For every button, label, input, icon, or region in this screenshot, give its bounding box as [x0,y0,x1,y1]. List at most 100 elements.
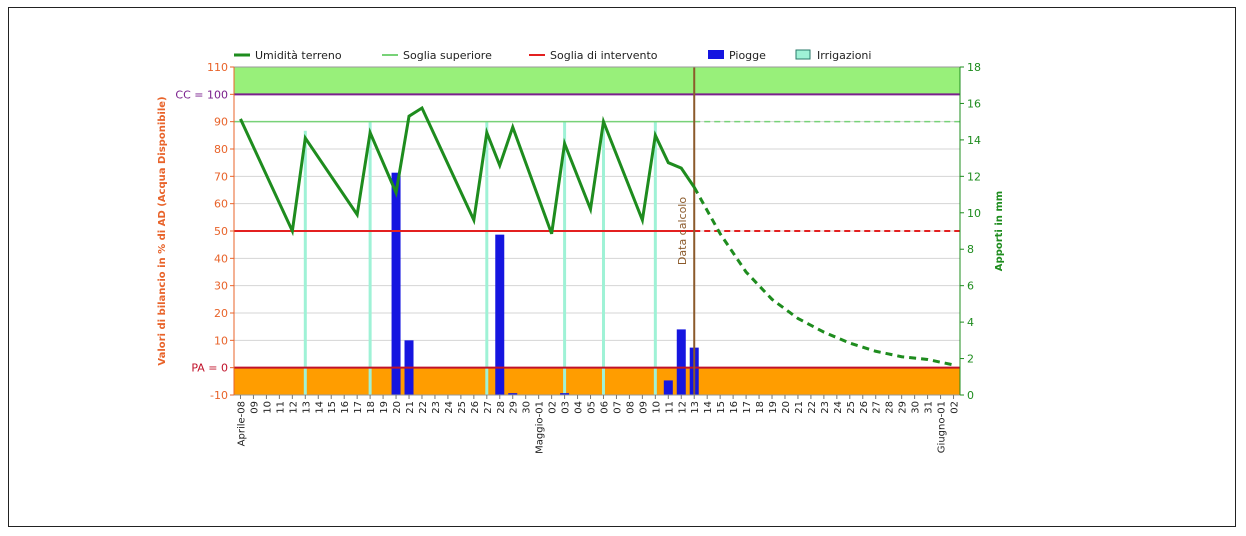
x-tick-label: 23 [431,401,442,414]
x-tick-label: 29 [509,401,520,414]
rain-bars-layer [392,173,699,395]
x-tick-label: 14 [703,401,714,414]
legend-label: Irrigazioni [817,49,871,62]
irrigation-bar [602,122,605,395]
x-tick-label: 17 [353,401,364,414]
right-tick-label: 10 [967,207,981,220]
left-tick-label: 60 [214,198,228,211]
rain-bar [392,173,401,395]
right-tick-label: 4 [967,316,974,329]
x-tick-label: 10 [651,401,662,414]
left-tick-label: 40 [214,252,228,265]
x-tick-label: 30 [522,401,533,414]
x-tick-label: 26 [859,401,870,414]
left-tick-label: -10 [210,389,228,402]
x-tick-label: 04 [574,401,585,414]
legend-swatch-box [796,50,810,59]
x-tick-label: 03 [561,401,572,414]
legend-item: Irrigazioni [796,49,871,62]
x-tick-label: 12 [677,401,688,414]
x-tick-label: 19 [768,401,779,414]
legend-item: Soglia di intervento [529,49,658,62]
x-tick-label: 02 [950,401,961,414]
x-tick-label: 19 [379,401,390,414]
x-tick-label: 31 [924,401,935,414]
x-tick-label: Giugno-01 [937,401,948,453]
left-tick-label: CC = 100 [175,88,228,101]
legend-item: Soglia superiore [382,49,492,62]
legend-label: Umidità terreno [255,49,342,62]
x-tick-label: 30 [911,401,922,414]
irrigation-bar [369,122,372,395]
x-tick-label: Aprile-08 [236,401,247,446]
left-tick-label: 110 [207,61,228,74]
x-tick-label: 21 [405,401,416,414]
legend-label: Piogge [729,49,766,62]
x-tick-label: 28 [885,401,896,414]
left-tick-label: 70 [214,170,228,183]
x-tick-label: 26 [470,401,481,414]
legend-item: Piogge [708,49,766,62]
right-axis-title: Apporti in mm [994,191,1005,271]
x-tick-label: 15 [327,401,338,414]
x-tick-label: 27 [872,401,883,414]
x-tick-label: 02 [548,401,559,414]
rain-bar [677,329,686,395]
left-tick-label: PA = 0 [191,362,228,375]
right-tick-label: 0 [967,389,974,402]
left-tick-label: 90 [214,116,228,129]
x-tick-label: 15 [716,401,727,414]
legend-label: Soglia di intervento [550,49,658,62]
x-tick-label: 17 [742,401,753,414]
x-tick-label: 28 [496,401,507,414]
x-tick-label: 24 [833,401,844,414]
x-tick-label: 29 [898,401,909,414]
irrigation-bar [654,122,657,395]
x-tick-label: 06 [599,401,610,414]
irrigation-bar [304,131,307,395]
x-tick-label: 16 [729,401,740,414]
right-tick-label: 16 [967,97,981,110]
legend-swatch-bar [708,50,724,59]
calc-date-label: Data calcolo [676,197,689,265]
legend-item: Umidità terreno [234,49,342,62]
left-tick-label: 30 [214,280,228,293]
x-tick-label: 07 [612,401,623,414]
zone-above-field-capacity [234,67,960,94]
x-tick-label: 25 [457,401,468,414]
x-tick-label: 21 [794,401,805,414]
left-tick-label: 80 [214,143,228,156]
x-tick-label: Maggio-01 [535,401,546,454]
x-tick-label: 08 [625,401,636,414]
x-tick-label: 22 [807,401,818,414]
x-tick-label: 11 [664,401,675,414]
rain-bar [495,235,504,395]
irrigation-bar [485,122,488,395]
x-tick-label: 09 [638,401,649,414]
legend-label: Soglia superiore [403,49,492,62]
x-tick-label: 24 [444,401,455,414]
right-tick-label: 18 [967,61,981,74]
x-tick-label: 10 [262,401,273,414]
x-tick-label: 16 [340,401,351,414]
soil-moisture-forecast-line [694,187,953,365]
right-tick-label: 6 [967,280,974,293]
x-tick-label: 13 [690,401,701,414]
x-tick-label: 27 [483,401,494,414]
left-tick-label: 50 [214,225,228,238]
soil-moisture-line [240,108,694,234]
x-tick-label: 11 [275,401,286,414]
legend: Umidità terreno Soglia superiore Soglia di… [234,49,871,62]
x-tick-label: 22 [418,401,429,414]
zone-below-wilting-point [234,368,960,395]
right-tick-label: 2 [967,353,974,366]
x-tick-label: 23 [820,401,831,414]
x-tick-label: 05 [587,401,598,414]
x-tick-label: 09 [249,401,260,414]
left-axis-title: Valori di bilancio in % di AD (Acqua Dis… [157,96,168,365]
left-tick-label: 10 [214,334,228,347]
x-tick-label: 12 [288,401,299,414]
x-tick-label: 20 [781,401,792,414]
